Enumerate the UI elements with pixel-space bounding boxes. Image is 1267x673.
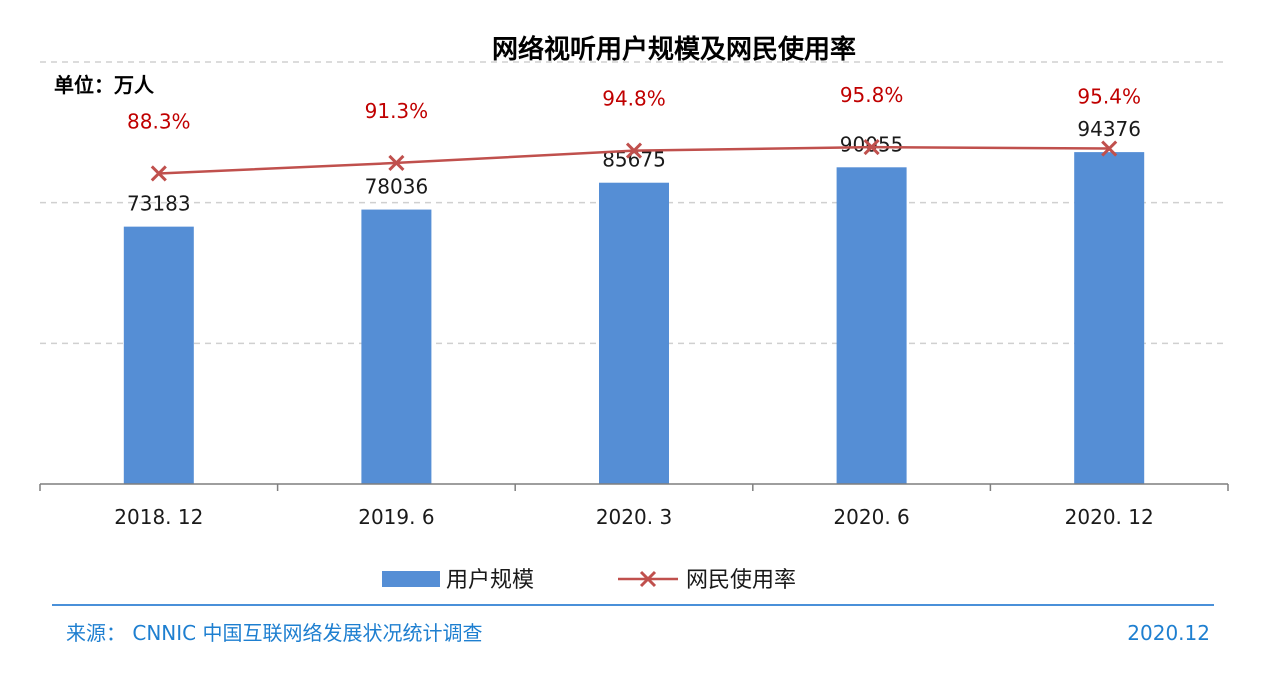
chart-title: 网络视听用户规模及网民使用率 [492, 34, 856, 65]
x-tick-label-5: 2020. 12 [1065, 505, 1154, 529]
rate-value-label-5: 95.4% [1077, 85, 1141, 109]
rate-value-label-3: 94.8% [602, 87, 666, 111]
x-tick-label-2: 2019. 6 [358, 505, 434, 529]
rate-marker-1 [150, 165, 167, 182]
footer-source: 来源： CNNIC 中国互联网络发展状况统计调查 [66, 621, 482, 645]
legend-bar-swatch [382, 571, 440, 587]
unit-label: 单位：万人 [54, 73, 155, 97]
rate-marker-4 [863, 139, 880, 156]
x-axis-ticks [39, 484, 1229, 491]
bar-value-label-1: 73183 [127, 192, 191, 216]
line-value-labels: 88.3% 91.3% 94.8% 95.8% 95.4% [127, 83, 1141, 133]
x-tick-label-3: 2020. 3 [596, 505, 672, 529]
bar-value-label-2: 78036 [365, 175, 429, 199]
bar-series [123, 152, 1145, 485]
x-axis-tick-labels: 2018. 12 2019. 6 2020. 3 2020. 6 2020. 12 [114, 505, 1153, 529]
bar-1 [123, 226, 194, 485]
line-series [150, 139, 1118, 182]
rate-marker-3 [625, 142, 643, 159]
bar-3 [599, 182, 669, 484]
legend-line-label: 网民使用率 [686, 568, 796, 593]
footer-date: 2020.12 [1127, 621, 1210, 645]
legend-x-marker [639, 570, 657, 588]
rate-value-label-1: 88.3% [127, 109, 191, 133]
bar-2 [361, 209, 432, 484]
bar-value-label-4: 90055 [840, 132, 904, 156]
legend: 用户规模 网民使用率 [382, 568, 796, 593]
x-tick-label-4: 2020. 6 [833, 505, 909, 529]
bar-4 [836, 167, 907, 484]
bar-value-label-5: 94376 [1077, 117, 1141, 141]
bar-5 [1074, 152, 1145, 484]
rate-marker-5 [1101, 140, 1118, 157]
legend-bar-label: 用户规模 [446, 568, 534, 593]
x-tick-label-1: 2018. 12 [114, 505, 203, 529]
rate-value-label-2: 91.3% [365, 99, 429, 123]
rate-marker-2 [388, 154, 405, 171]
rate-value-label-4: 95.8% [840, 83, 904, 107]
